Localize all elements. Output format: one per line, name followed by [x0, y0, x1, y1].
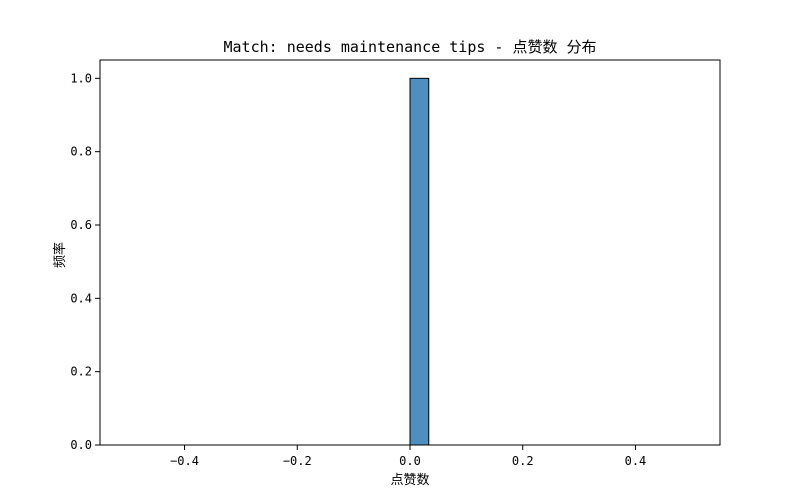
y-tick-label: 0.0	[70, 438, 92, 452]
y-tick-label: 0.2	[70, 365, 92, 379]
y-tick-label: 1.0	[70, 71, 92, 85]
y-axis: 0.0 0.2 0.4 0.6 0.8 1.0	[70, 71, 100, 452]
chart-title: Match: needs maintenance tips - 点赞数 分布	[223, 38, 596, 56]
plot-area	[128, 77, 692, 446]
x-tick-label: 0.2	[512, 454, 534, 468]
y-tick-label: 0.6	[70, 218, 92, 232]
x-tick-label: −0.2	[283, 454, 312, 468]
y-tick-label: 0.8	[70, 145, 92, 159]
x-tick-label: 0.0	[399, 454, 421, 468]
x-axis: −0.4 −0.2 0.0 0.2 0.4	[170, 445, 646, 468]
x-tick-label: −0.4	[170, 454, 199, 468]
histogram-bar-0	[409, 77, 430, 446]
y-axis-label: 频率	[52, 242, 68, 268]
x-axis-label: 点赞数	[390, 473, 429, 488]
y-tick-label: 0.4	[70, 291, 92, 305]
x-tick-label: 0.4	[625, 454, 647, 468]
